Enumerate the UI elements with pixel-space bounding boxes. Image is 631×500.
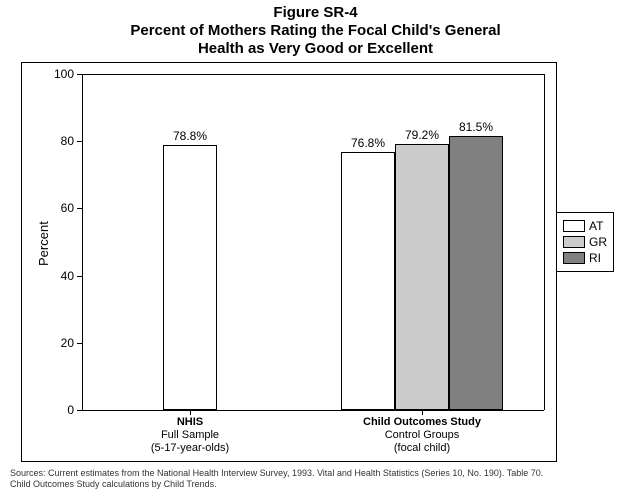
legend-item-gr: GR (563, 235, 607, 249)
y-tick-label: 20 (48, 336, 74, 350)
bar-label: 76.8% (351, 136, 385, 150)
category-label-line: Control Groups (342, 429, 502, 442)
y-tick (77, 74, 82, 75)
y-axis-title: Percent (36, 221, 51, 266)
bar-cos-gr (395, 144, 449, 410)
category-label-cos: Child Outcomes StudyControl Groups(focal… (342, 416, 502, 455)
y-tick (77, 276, 82, 277)
figure: Figure SR-4 Percent of Mothers Rating th… (0, 0, 631, 500)
y-tick-label: 60 (48, 201, 74, 215)
x-axis-line (82, 410, 544, 411)
footnote-line-1: Sources: Current estimates from the Nati… (10, 468, 543, 479)
y-tick (77, 208, 82, 209)
y-axis-line (82, 74, 83, 410)
y-tick-label: 0 (48, 403, 74, 417)
x-tick (190, 410, 191, 415)
category-label-line: (focal child) (342, 442, 502, 455)
y-tick-label: 40 (48, 269, 74, 283)
y-tick-label: 100 (48, 67, 74, 81)
legend-label: RI (589, 251, 601, 265)
legend-swatch (563, 252, 585, 264)
plot-top-border (82, 74, 544, 75)
category-label-line: (5-17-year-olds) (110, 442, 270, 455)
legend-label: GR (589, 235, 607, 249)
footnote-line-2: Child Outcomes Study calculations by Chi… (10, 479, 217, 490)
legend-swatch (563, 236, 585, 248)
bar-cos-ri (449, 136, 503, 410)
legend-item-at: AT (563, 219, 607, 233)
figure-label: Figure SR-4 (0, 4, 631, 22)
category-label-line: NHIS (110, 416, 270, 429)
bar-nhis-at (163, 145, 217, 410)
bar-label: 78.8% (173, 129, 207, 143)
legend-swatch (563, 220, 585, 232)
y-tick (77, 410, 82, 411)
title-line-2: Health as Very Good or Excellent (0, 40, 631, 58)
plot-right-border (544, 74, 545, 410)
y-tick (77, 141, 82, 142)
category-label-line: Full Sample (110, 429, 270, 442)
y-tick-label: 80 (48, 134, 74, 148)
legend-label: AT (589, 219, 603, 233)
legend-item-ri: RI (563, 251, 607, 265)
category-label-line: Child Outcomes Study (342, 416, 502, 429)
bar-cos-at (341, 152, 395, 410)
x-tick (422, 410, 423, 415)
title-line-1: Percent of Mothers Rating the Focal Chil… (0, 22, 631, 40)
bar-label: 79.2% (405, 128, 439, 142)
bar-label: 81.5% (459, 120, 493, 134)
title-block: Figure SR-4 Percent of Mothers Rating th… (0, 4, 631, 58)
legend: AT GR RI (556, 212, 614, 272)
category-label-nhis: NHISFull Sample(5-17-year-olds) (110, 416, 270, 455)
y-tick (77, 343, 82, 344)
